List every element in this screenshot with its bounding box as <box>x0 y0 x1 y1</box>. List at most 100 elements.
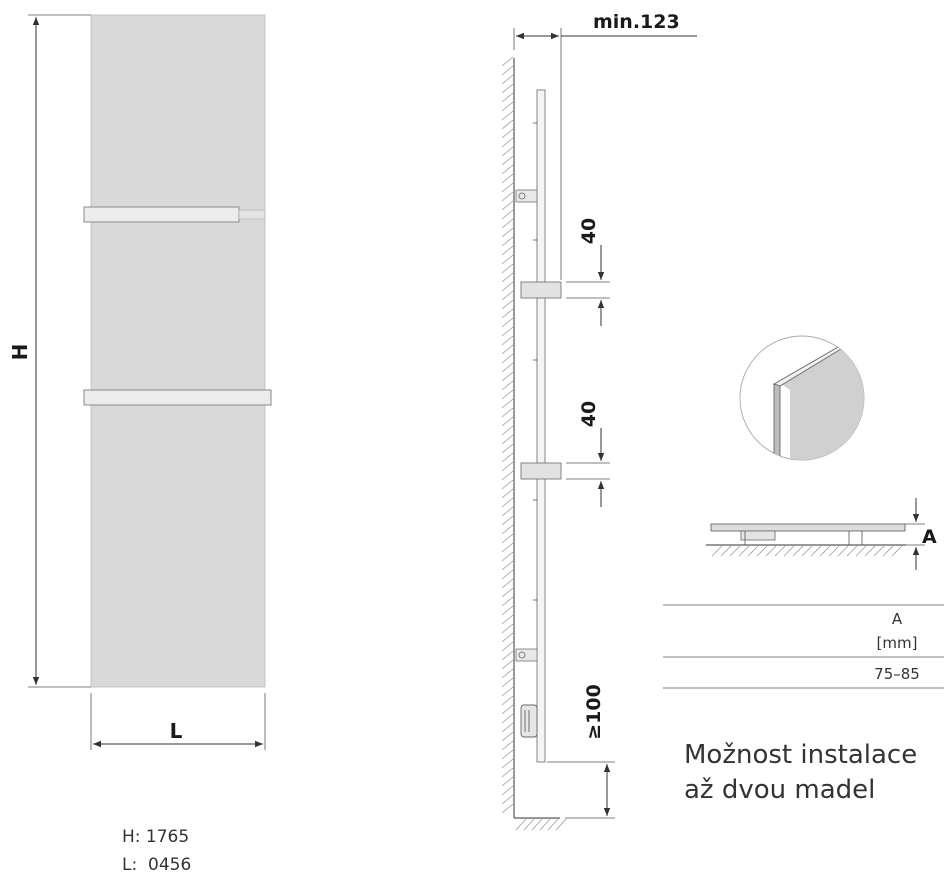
hatch-line <box>501 803 514 814</box>
spacing-label-upper: 40 <box>578 218 600 244</box>
hatch-line <box>501 497 514 508</box>
wall-bracket-lower <box>515 648 538 662</box>
spacing-label-lower: 40 <box>578 401 600 427</box>
towel-bar-side-lower <box>520 462 562 480</box>
hatch-line <box>501 398 514 409</box>
hatch-line <box>501 317 514 328</box>
hatch-line <box>855 545 867 557</box>
hatch-line <box>501 506 514 517</box>
hatch-line <box>882 545 894 557</box>
hatch-line <box>501 380 514 391</box>
installation-note: Možnost instalace až dvou madel <box>684 740 917 805</box>
hatch-line <box>819 545 831 557</box>
hatch-line <box>501 542 514 553</box>
height-value: H: 1765 <box>122 827 189 847</box>
hatch-line <box>501 182 514 193</box>
hatch-line <box>523 818 535 831</box>
width-label: L <box>170 719 183 743</box>
hatch-line <box>864 545 876 557</box>
hatch-line <box>501 722 514 733</box>
hatch-line <box>501 83 514 94</box>
hatch-line <box>501 785 514 796</box>
table-header-a: A <box>892 610 903 628</box>
hatch-line <box>501 362 514 373</box>
hatch-line <box>501 587 514 598</box>
hatch-line <box>501 731 514 742</box>
hatch-line <box>828 545 840 557</box>
hatch-line <box>501 227 514 238</box>
hatch-line <box>501 326 514 337</box>
hatch-line <box>501 695 514 706</box>
hatch-line <box>501 110 514 121</box>
hatch-line <box>501 740 514 751</box>
hatch-line <box>501 605 514 616</box>
hatch-line <box>765 545 777 557</box>
note-line-1: Možnost instalace <box>684 740 917 770</box>
hatch-line <box>501 614 514 625</box>
width-value: L: 0456 <box>122 855 191 875</box>
height-dimension: H <box>8 14 91 688</box>
hatch-line <box>501 74 514 85</box>
hatch-line <box>501 101 514 112</box>
hatch-line <box>501 659 514 670</box>
hatch-line <box>501 470 514 481</box>
hatch-line <box>501 65 514 76</box>
floor-clearance-dimension: ≥100 <box>547 684 615 819</box>
hatch-line <box>501 155 514 166</box>
hatch-line <box>501 290 514 301</box>
hatch-line <box>501 128 514 139</box>
hatch-line <box>501 371 514 382</box>
hatch-line <box>837 545 849 557</box>
hatch-line <box>501 416 514 427</box>
side-view: min.123 40 40 ≥100 <box>501 11 697 831</box>
hatch-line <box>501 479 514 490</box>
valve <box>520 704 538 738</box>
hatch-line <box>501 758 514 769</box>
hatch-line <box>501 200 514 211</box>
hatch-line <box>891 545 903 557</box>
hatch-line <box>501 515 514 526</box>
hatch-line <box>783 545 795 557</box>
hatch-line <box>501 578 514 589</box>
profile-wall-hatching <box>711 545 903 557</box>
depth-dimension: min.123 <box>513 11 697 280</box>
spec-table: A [mm] 75–85 <box>663 604 944 689</box>
hatch-line <box>555 818 567 831</box>
hatch-line <box>501 524 514 535</box>
hatch-line <box>501 56 514 67</box>
hatch-line <box>846 545 858 557</box>
hatch-line <box>501 713 514 724</box>
hatch-line <box>738 545 750 557</box>
hatch-line <box>501 92 514 103</box>
hatch-line <box>501 308 514 319</box>
hatch-line <box>501 443 514 454</box>
hatch-line <box>501 389 514 400</box>
table-header-unit: [mm] <box>877 634 918 652</box>
hatch-line <box>501 533 514 544</box>
hatch-line <box>501 119 514 130</box>
hatch-line <box>501 353 514 364</box>
radiator-panel <box>90 14 266 688</box>
hatch-line <box>501 767 514 778</box>
hatch-line <box>501 191 514 202</box>
spacing-dimension-upper: 40 <box>566 218 610 326</box>
spacing-dimension-lower: 40 <box>566 401 610 507</box>
hatch-line <box>792 545 804 557</box>
hatch-line <box>711 545 723 557</box>
note-line-2: až dvou madel <box>684 775 875 805</box>
floor-clearance-label: ≥100 <box>583 684 605 740</box>
floor-hatching <box>515 818 567 831</box>
hatch-line <box>501 299 514 310</box>
hatch-line <box>501 776 514 787</box>
hatch-line <box>810 545 822 557</box>
hatch-line <box>501 650 514 661</box>
hatch-line <box>501 218 514 229</box>
hatch-line <box>873 545 885 557</box>
hatch-line <box>501 245 514 256</box>
wall-bracket-upper <box>515 189 538 203</box>
wall-hatching <box>501 56 514 814</box>
front-view: H L H: 1765 L: 0456 <box>8 14 272 875</box>
towel-bar-lower <box>83 389 272 406</box>
hatch-line <box>547 818 559 831</box>
